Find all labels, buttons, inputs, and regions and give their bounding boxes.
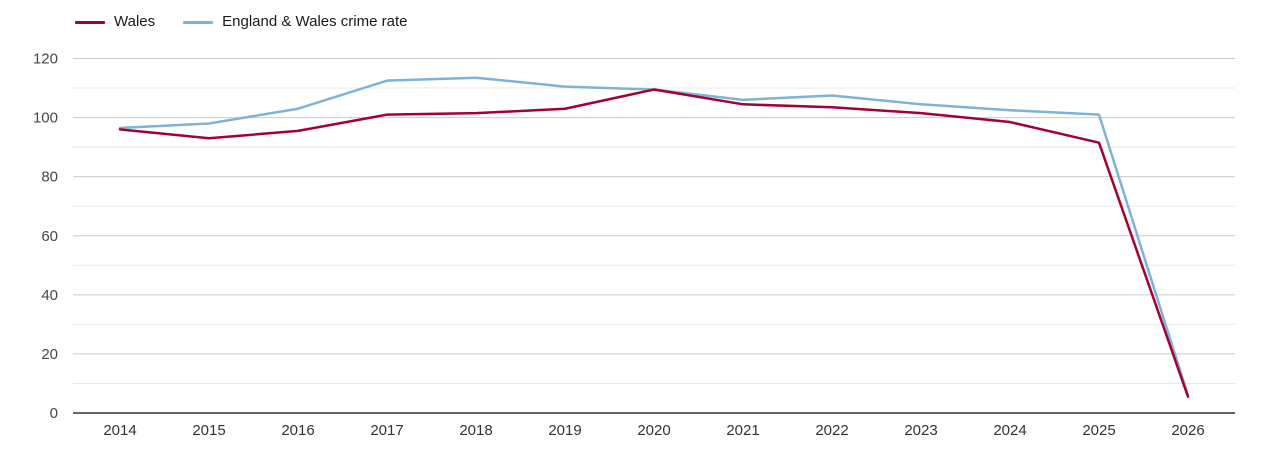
x-axis-tick-label: 2025	[1082, 422, 1115, 439]
legend-label-england-wales: England & Wales crime rate	[222, 13, 408, 30]
x-axis-tick-label: 2026	[1171, 422, 1204, 439]
y-axis-tick-label: 40	[41, 287, 58, 304]
legend-label-wales: Wales	[114, 13, 156, 30]
wales-line-swatch	[75, 20, 105, 24]
series-line-wales	[118, 88, 1190, 399]
x-axis-tick-label: 2023	[904, 422, 937, 439]
y-axis-tick-labels: 0 20 40 60 80 100 120	[33, 51, 58, 422]
x-axis-tick-label: 2015	[192, 422, 225, 439]
legend-item-england-wales: England & Wales crime rate	[183, 13, 407, 31]
england-wales-line-swatch	[183, 20, 214, 24]
series-lines	[118, 76, 1190, 399]
x-axis-tick-labels: 2014 2015 2016 2017 2018 2019 2020 2021 2022 2023…	[103, 422, 1204, 439]
y-axis-tick-label: 100	[33, 110, 58, 127]
x-axis-tick-label: 2017	[370, 422, 403, 439]
x-axis-tick-label: 2020	[637, 422, 670, 439]
y-axis-tick-label: 0	[50, 405, 58, 422]
y-axis-tick-label: 120	[33, 51, 58, 68]
x-axis-tick-label: 2024	[993, 422, 1026, 439]
chart-legend: Wales England & Wales crime rate	[75, 13, 407, 31]
x-axis-tick-label: 2022	[815, 422, 848, 439]
x-axis-tick-label: 2014	[103, 422, 136, 439]
y-axis-tick-label: 60	[41, 228, 58, 245]
y-axis-tick-label: 20	[41, 346, 58, 363]
x-axis-tick-label: 2019	[548, 422, 581, 439]
major-gridlines	[73, 58, 1235, 355]
x-axis-tick-label: 2021	[726, 422, 759, 439]
minor-gridlines	[73, 87, 1235, 384]
legend-item-wales: Wales	[75, 13, 155, 31]
y-axis-tick-label: 80	[41, 169, 58, 186]
x-axis-tick-label: 2016	[281, 422, 314, 439]
x-axis-tick-label: 2018	[459, 422, 492, 439]
